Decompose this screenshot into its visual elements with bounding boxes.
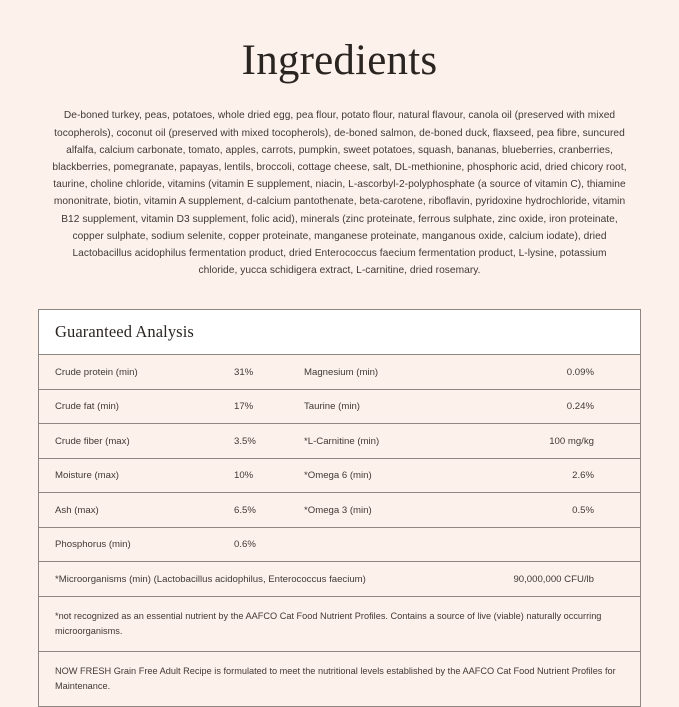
nutrient-label: *Omega 3 (min) [304, 504, 372, 516]
ingredients-paragraph: De-boned turkey, peas, potatoes, whole d… [52, 110, 627, 277]
nutrient-value: 0.5% [572, 504, 594, 516]
nutrient-value: 0.6% [234, 539, 256, 551]
nutrient-label: *Microorganisms (min) (Lactobacillus aci… [55, 573, 366, 585]
table-row: Moisture (max) 10% *Omega 6 (min) 2.6% [39, 459, 640, 494]
table-row-microorganisms: *Microorganisms (min) (Lactobacillus aci… [39, 562, 640, 597]
nutrient-label: *Omega 6 (min) [304, 470, 372, 482]
nutrient-value: 0.09% [566, 366, 594, 378]
table-row: Phosphorus (min) 0.6% [39, 528, 640, 563]
nutrient-value: 31% [234, 366, 254, 378]
page-title: Ingredients [241, 37, 438, 84]
table-row: Ash (max) 6.5% *Omega 3 (min) 0.5% [39, 493, 640, 528]
nutrient-value: 100 mg/kg [549, 435, 594, 447]
nutrient-value: 17% [234, 401, 254, 413]
nutrient-label: Moisture (max) [55, 470, 119, 482]
footnote-asterisk: *not recognized as an essential nutrient… [39, 597, 640, 652]
table-row: Crude fiber (max) 3.5% *L-Carnitine (min… [39, 424, 640, 459]
nutrient-value: 10% [234, 470, 254, 482]
guaranteed-analysis-heading: Guaranteed Analysis [39, 310, 640, 356]
nutrient-label: Phosphorus (min) [55, 539, 131, 551]
nutrient-label: Ash (max) [55, 504, 99, 516]
table-row: Crude protein (min) 31% Magnesium (min) … [39, 355, 640, 390]
nutrient-value: 0.24% [566, 401, 594, 413]
product-info-page: Ingredients De-boned turkey, peas, potat… [38, 37, 641, 707]
nutrient-label: Crude protein (min) [55, 366, 138, 378]
table-row: Crude fat (min) 17% Taurine (min) 0.24% [39, 390, 640, 425]
footnote-aafco-statement: NOW FRESH Grain Free Adult Recipe is for… [39, 652, 640, 707]
nutrient-value: 90,000,000 CFU/lb [513, 573, 594, 585]
nutrient-label: Crude fat (min) [55, 401, 119, 413]
nutrient-value: 6.5% [234, 504, 256, 516]
nutrient-value: 2.6% [572, 470, 594, 482]
nutrient-value: 3.5% [234, 435, 256, 447]
nutrient-label: Magnesium (min) [304, 366, 379, 378]
nutrient-label: Crude fiber (max) [55, 435, 130, 447]
nutrient-label: *L-Carnitine (min) [304, 435, 380, 447]
nutrient-label: Taurine (min) [304, 401, 360, 413]
guaranteed-analysis-table: Guaranteed Analysis Crude protein (min) … [38, 309, 641, 707]
